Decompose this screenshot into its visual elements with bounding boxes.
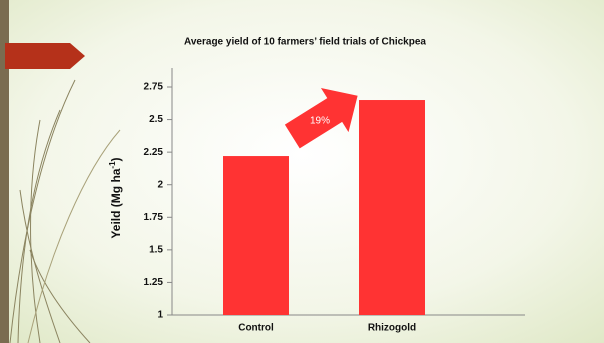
y-axis-label: Yeild (Mg ha-1) — [108, 157, 123, 238]
y-tick-label: 2.75 — [144, 82, 164, 93]
y-label-end: ) — [109, 157, 123, 161]
x-tick-label: Control — [238, 323, 274, 334]
arrow-shape — [284, 88, 358, 149]
chart-title: Average yield of 10 farmers’ field trial… — [184, 37, 426, 48]
y-tick-label: 2.5 — [149, 114, 163, 125]
y-label-main: Yeild (Mg ha — [109, 168, 123, 238]
bar — [359, 100, 425, 316]
annotation: 19% — [310, 116, 330, 127]
y-label-sup: -1 — [108, 161, 117, 169]
header-flag — [5, 43, 85, 69]
y-tick-label: 2 — [157, 179, 163, 190]
y-tick-label: 1.5 — [149, 244, 163, 255]
y-tick-label: 1.75 — [144, 212, 164, 223]
y-tick-label: 1.25 — [144, 277, 164, 288]
annotation-arrow — [284, 88, 358, 149]
side-bar — [0, 0, 9, 343]
bar — [223, 156, 289, 315]
y-tick-label: 1 — [157, 310, 163, 321]
y-tick-label: 2.25 — [144, 147, 164, 158]
decor-curves — [9, 79, 121, 343]
x-tick-label: Rhizogold — [368, 323, 416, 334]
